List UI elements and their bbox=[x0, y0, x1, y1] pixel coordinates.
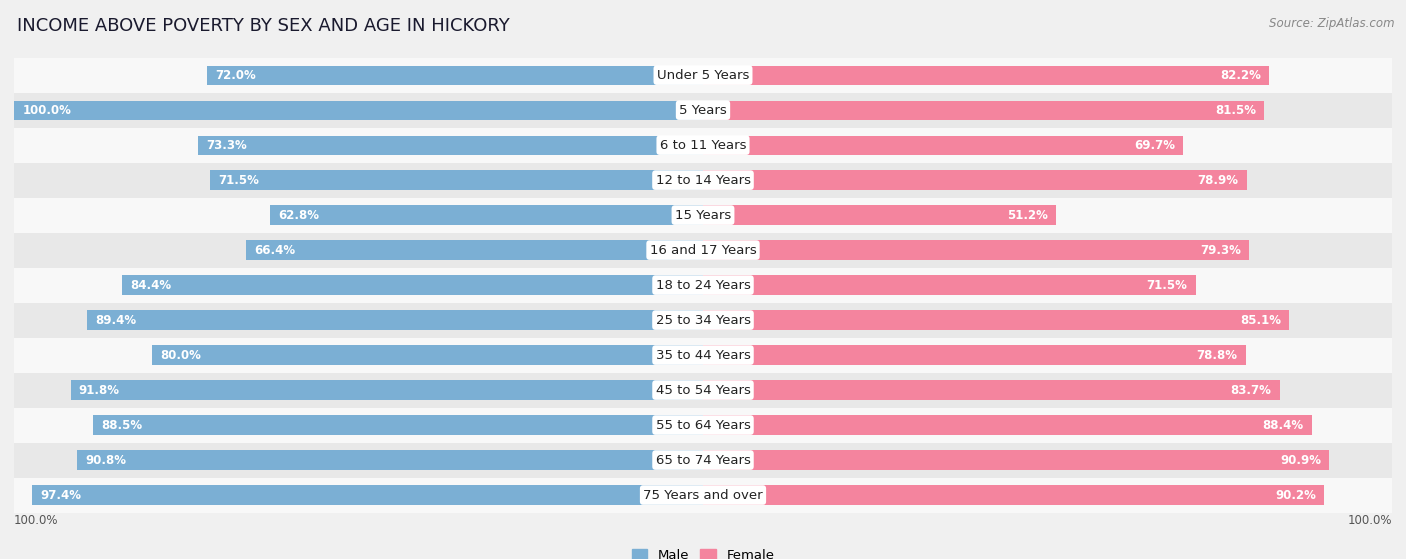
Legend: Male, Female: Male, Female bbox=[626, 543, 780, 559]
Text: 62.8%: 62.8% bbox=[278, 209, 319, 221]
Bar bbox=[14, 198, 1392, 233]
Bar bbox=[270, 206, 703, 225]
Bar bbox=[87, 310, 703, 330]
Bar bbox=[152, 345, 703, 364]
Text: INCOME ABOVE POVERTY BY SEX AND AGE IN HICKORY: INCOME ABOVE POVERTY BY SEX AND AGE IN H… bbox=[17, 17, 509, 35]
Text: Under 5 Years: Under 5 Years bbox=[657, 69, 749, 82]
Text: 15 Years: 15 Years bbox=[675, 209, 731, 221]
Bar bbox=[14, 408, 1392, 443]
Text: 69.7%: 69.7% bbox=[1133, 139, 1175, 151]
Bar bbox=[703, 206, 1056, 225]
Text: 25 to 34 Years: 25 to 34 Years bbox=[655, 314, 751, 326]
Text: 66.4%: 66.4% bbox=[254, 244, 295, 257]
Text: 97.4%: 97.4% bbox=[41, 489, 82, 501]
Text: 71.5%: 71.5% bbox=[1146, 278, 1187, 292]
Bar bbox=[14, 302, 1392, 338]
Text: 89.4%: 89.4% bbox=[96, 314, 136, 326]
Text: 90.2%: 90.2% bbox=[1275, 489, 1316, 501]
Text: 88.4%: 88.4% bbox=[1263, 419, 1303, 432]
Text: 88.5%: 88.5% bbox=[101, 419, 142, 432]
Text: 79.3%: 79.3% bbox=[1201, 244, 1241, 257]
Bar bbox=[703, 135, 1184, 155]
Text: 5 Years: 5 Years bbox=[679, 103, 727, 117]
Text: 78.9%: 78.9% bbox=[1198, 174, 1239, 187]
Text: 78.8%: 78.8% bbox=[1197, 349, 1237, 362]
Bar bbox=[703, 170, 1247, 190]
Bar bbox=[121, 276, 703, 295]
Text: 80.0%: 80.0% bbox=[160, 349, 201, 362]
Text: 90.9%: 90.9% bbox=[1279, 453, 1322, 467]
Bar bbox=[703, 345, 1246, 364]
Text: 100.0%: 100.0% bbox=[22, 103, 72, 117]
Text: 71.5%: 71.5% bbox=[219, 174, 260, 187]
Text: 35 to 44 Years: 35 to 44 Years bbox=[655, 349, 751, 362]
Bar bbox=[703, 240, 1250, 260]
Bar bbox=[77, 451, 703, 470]
Bar bbox=[14, 372, 1392, 408]
Text: 55 to 64 Years: 55 to 64 Years bbox=[655, 419, 751, 432]
Bar bbox=[246, 240, 703, 260]
Bar bbox=[198, 135, 703, 155]
Text: 90.8%: 90.8% bbox=[86, 453, 127, 467]
Bar bbox=[14, 163, 1392, 198]
Text: 82.2%: 82.2% bbox=[1220, 69, 1261, 82]
Bar bbox=[14, 477, 1392, 513]
Bar bbox=[93, 415, 703, 435]
Text: 100.0%: 100.0% bbox=[14, 514, 59, 527]
Bar bbox=[703, 485, 1324, 505]
Text: 72.0%: 72.0% bbox=[215, 69, 256, 82]
Text: 75 Years and over: 75 Years and over bbox=[643, 489, 763, 501]
Bar bbox=[14, 101, 703, 120]
Bar bbox=[14, 233, 1392, 268]
Text: 83.7%: 83.7% bbox=[1230, 383, 1271, 396]
Text: 51.2%: 51.2% bbox=[1007, 209, 1047, 221]
Bar bbox=[703, 276, 1195, 295]
Text: 85.1%: 85.1% bbox=[1240, 314, 1281, 326]
Bar bbox=[703, 451, 1329, 470]
Text: 73.3%: 73.3% bbox=[207, 139, 247, 151]
Bar bbox=[32, 485, 703, 505]
Bar bbox=[14, 127, 1392, 163]
Bar bbox=[703, 415, 1312, 435]
Bar bbox=[703, 381, 1279, 400]
Text: 16 and 17 Years: 16 and 17 Years bbox=[650, 244, 756, 257]
Bar bbox=[14, 443, 1392, 477]
Bar bbox=[703, 65, 1270, 85]
Bar bbox=[703, 101, 1264, 120]
Bar bbox=[70, 381, 703, 400]
Text: 18 to 24 Years: 18 to 24 Years bbox=[655, 278, 751, 292]
Bar bbox=[703, 310, 1289, 330]
Bar bbox=[14, 58, 1392, 93]
Text: 91.8%: 91.8% bbox=[79, 383, 120, 396]
Bar bbox=[14, 268, 1392, 302]
Text: 100.0%: 100.0% bbox=[1347, 514, 1392, 527]
Text: Source: ZipAtlas.com: Source: ZipAtlas.com bbox=[1270, 17, 1395, 30]
Text: 81.5%: 81.5% bbox=[1215, 103, 1256, 117]
Text: 6 to 11 Years: 6 to 11 Years bbox=[659, 139, 747, 151]
Text: 84.4%: 84.4% bbox=[129, 278, 172, 292]
Text: 12 to 14 Years: 12 to 14 Years bbox=[655, 174, 751, 187]
Bar bbox=[14, 93, 1392, 127]
Bar bbox=[14, 338, 1392, 372]
Text: 65 to 74 Years: 65 to 74 Years bbox=[655, 453, 751, 467]
Bar bbox=[207, 65, 703, 85]
Text: 45 to 54 Years: 45 to 54 Years bbox=[655, 383, 751, 396]
Bar bbox=[211, 170, 703, 190]
